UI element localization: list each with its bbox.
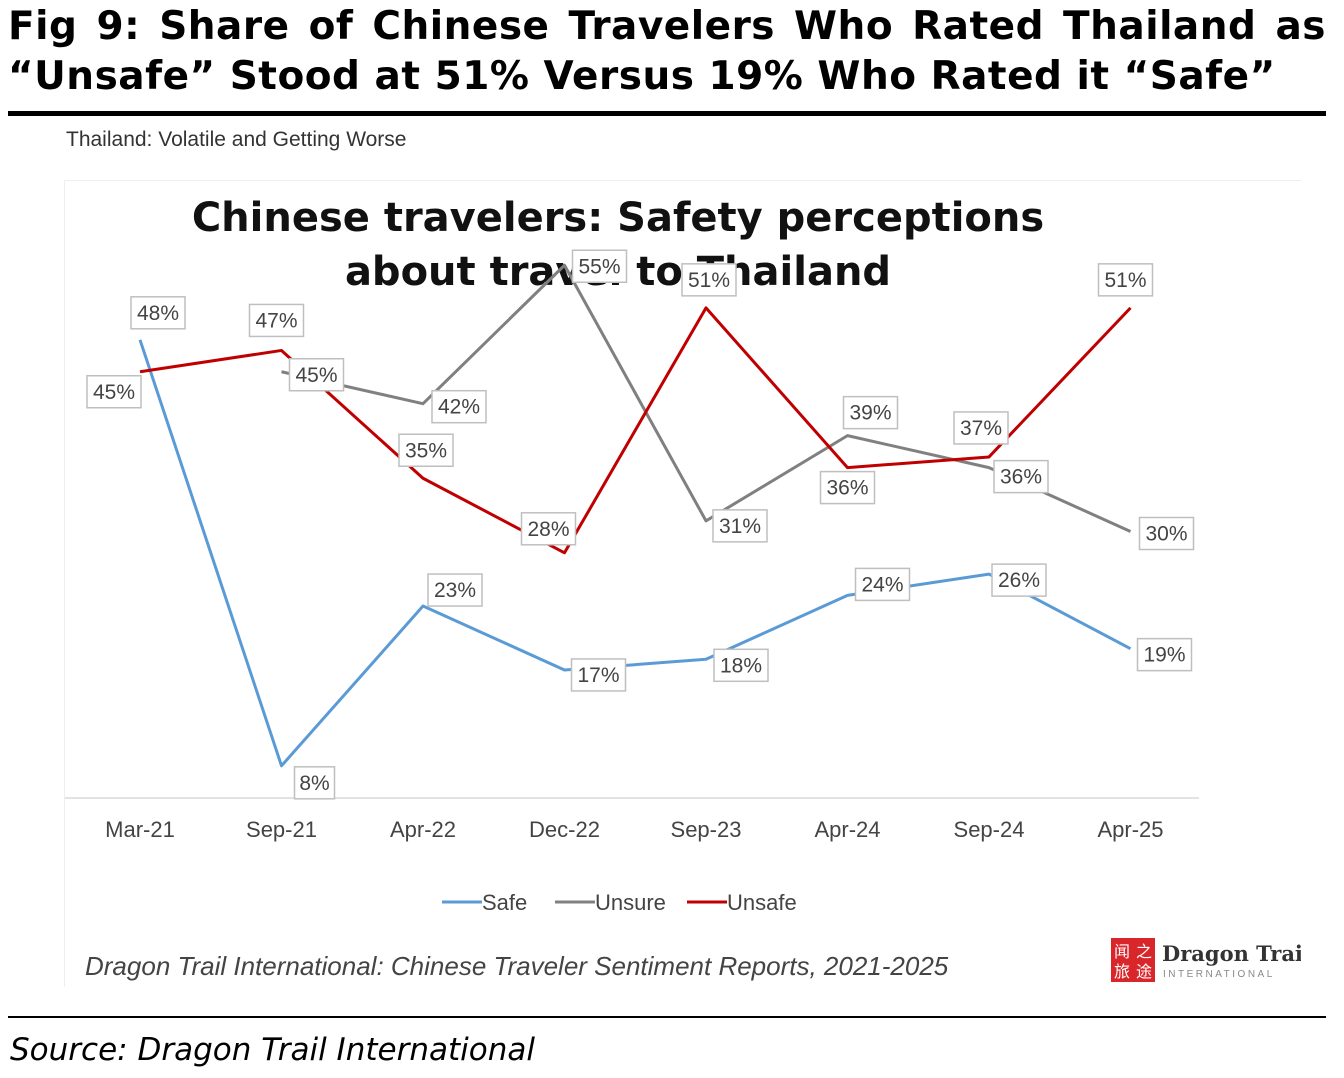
- data-label: 39%: [849, 402, 891, 425]
- x-tick-label: Mar-21: [105, 817, 175, 842]
- data-label: 51%: [688, 269, 730, 292]
- data-label-box: [398, 433, 454, 467]
- source-rule: [8, 1016, 1326, 1018]
- data-label-box: [520, 512, 577, 546]
- data-label-box: [1097, 263, 1154, 297]
- logo-subtitle: INTERNATIONAL: [1163, 969, 1275, 980]
- figure-source: Source: Dragon Trail International: [10, 1032, 535, 1068]
- data-label: 45%: [93, 381, 135, 404]
- x-tick-label: Apr-24: [814, 817, 880, 842]
- chart-panel: Chinese travelers: Safety perceptions ab…: [64, 180, 1301, 987]
- legend-label-safe: Safe: [482, 890, 527, 915]
- x-tick-label: Dec-22: [529, 817, 600, 842]
- data-label: 51%: [1104, 269, 1146, 292]
- chart-title-line-1: Chinese travelers: Safety perceptions: [192, 195, 1044, 241]
- x-tick-label: Sep-23: [671, 817, 742, 842]
- logo-glyph: 之: [1136, 942, 1152, 961]
- data-label: 18%: [720, 654, 762, 677]
- data-label-box: [288, 358, 345, 392]
- data-label-box: [248, 303, 305, 338]
- data-label: 37%: [960, 417, 1002, 440]
- logo-name: Dragon Trail: [1162, 941, 1301, 966]
- x-tick-label: Apr-25: [1097, 817, 1163, 842]
- line-chart: Chinese travelers: Safety perceptions ab…: [65, 195, 1301, 982]
- x-tick-label: Sep-24: [954, 817, 1025, 842]
- title-rule: [8, 111, 1326, 116]
- data-label-box: [993, 459, 1049, 494]
- data-label-box: [571, 249, 628, 283]
- logo-mark-icon: [1111, 938, 1155, 982]
- data-label-box: [819, 470, 876, 505]
- data-label-box: [991, 563, 1047, 597]
- data-label-box: [86, 375, 142, 409]
- figure-title: Fig 9: Share of Chinese Travelers Who Ra…: [8, 4, 1326, 99]
- data-label: 23%: [434, 579, 476, 602]
- data-label-box: [570, 658, 627, 692]
- data-label: 47%: [255, 309, 297, 332]
- chart-source-note: Dragon Trail International: Chinese Trav…: [85, 951, 949, 981]
- data-label-box: [1138, 516, 1195, 551]
- dragon-trail-logo: 闻 之 旅 途 Dragon Trail INTERNATIONAL: [1111, 938, 1301, 982]
- data-label: 45%: [295, 364, 337, 387]
- data-label: 30%: [1145, 523, 1187, 546]
- data-label-box: [712, 509, 768, 543]
- data-label-box: [854, 567, 911, 602]
- data-label: 19%: [1143, 644, 1185, 667]
- logo-glyph: 闻: [1114, 942, 1130, 961]
- data-label-box: [681, 263, 737, 297]
- legend-label-unsure: Unsure: [595, 890, 666, 915]
- series-line-unsure: [281, 263, 1132, 533]
- x-tick-label: Sep-21: [246, 817, 317, 842]
- data-label: 8%: [299, 772, 329, 795]
- data-label: 17%: [577, 664, 619, 687]
- data-label: 55%: [578, 255, 620, 278]
- data-label: 36%: [826, 477, 868, 500]
- data-label-box: [427, 573, 483, 607]
- data-label-box: [431, 389, 487, 424]
- data-label: 26%: [998, 569, 1040, 592]
- data-label: 31%: [719, 515, 761, 538]
- x-tick-label: Apr-22: [390, 817, 456, 842]
- plot-area: Mar-21 Sep-21 Apr-22 Dec-22 Sep-23 Apr-24 Sep-…: [65, 249, 1199, 842]
- series-line-safe: [138, 339, 1132, 768]
- data-label: 24%: [861, 573, 903, 596]
- data-label-box: [842, 395, 899, 430]
- figure-subtitle: Thailand: Volatile and Getting Worse: [66, 128, 407, 151]
- data-label: 36%: [1000, 466, 1042, 489]
- legend-label-unsafe: Unsafe: [727, 890, 797, 915]
- logo-glyph: 途: [1136, 962, 1152, 981]
- data-label: 42%: [438, 396, 480, 419]
- data-label-box: [1136, 637, 1193, 672]
- data-label-box: [713, 648, 769, 683]
- data-label-box: [130, 296, 186, 330]
- data-label: 35%: [405, 439, 447, 462]
- legend: Safe Unsure Unsafe: [442, 890, 797, 915]
- data-label-box: [293, 766, 336, 800]
- data-label: 28%: [527, 518, 569, 541]
- logo-glyph: 旅: [1114, 962, 1130, 981]
- data-label-box: [953, 411, 1009, 445]
- data-label: 48%: [137, 302, 179, 325]
